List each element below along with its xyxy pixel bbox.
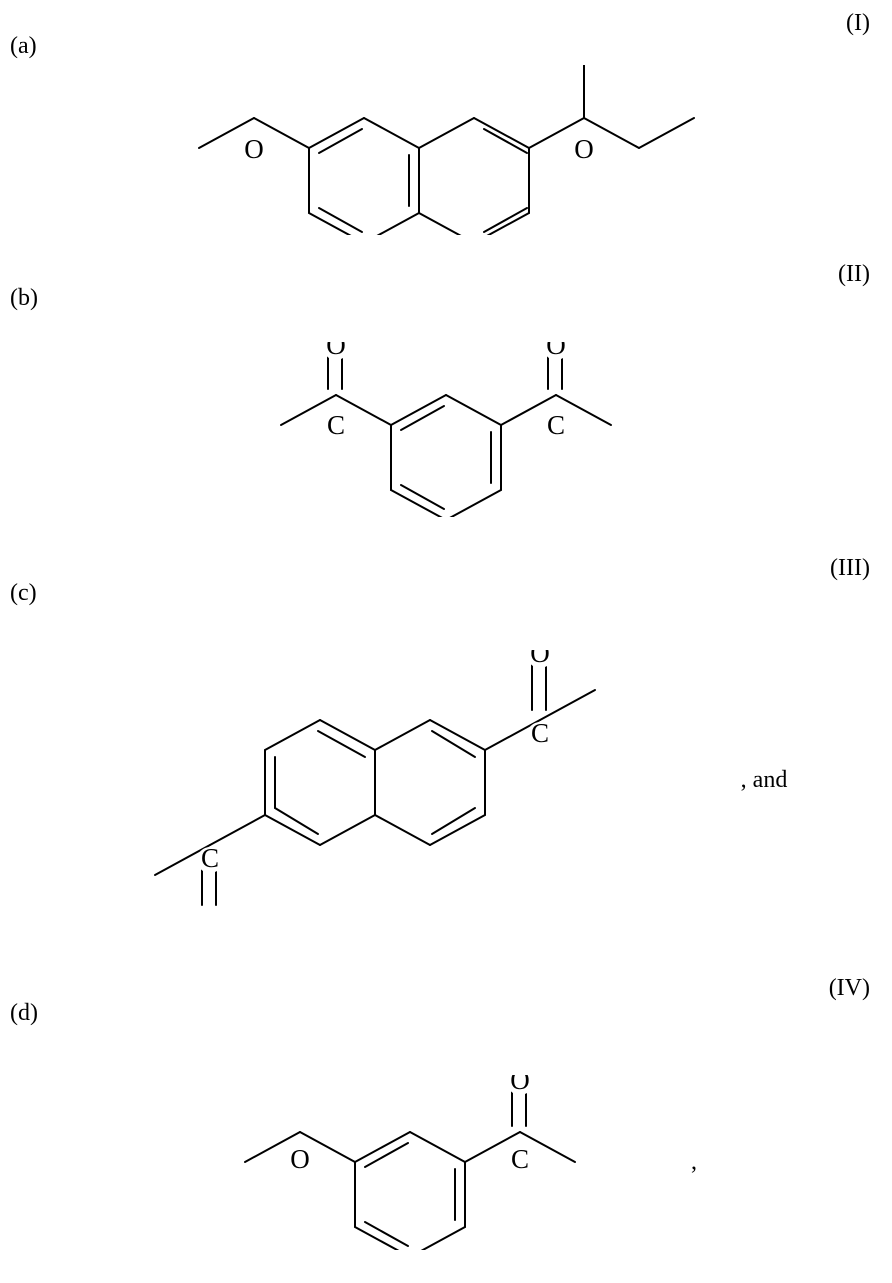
- structure-label-left-c: (c): [10, 580, 37, 607]
- structure-diagram-a: OO: [0, 65, 892, 235]
- svg-text:O: O: [574, 134, 594, 164]
- svg-text:C: C: [327, 410, 345, 440]
- svg-text:C: C: [201, 843, 219, 873]
- svg-text:O: O: [326, 342, 346, 360]
- structure-diagram-c: COCO, and: [0, 650, 892, 910]
- structure-label-right-d: (IV): [829, 975, 870, 1002]
- structure-diagram-b: C O C O: [0, 342, 892, 517]
- structure-follow-text-c: , and: [741, 767, 788, 794]
- svg-text:C: C: [531, 718, 549, 748]
- structure-label-left-b: (b): [10, 285, 38, 312]
- structure-label-right-c: (III): [830, 555, 870, 582]
- structure-diagram-d: O C O,: [0, 1075, 892, 1250]
- structure-label-left-d: (d): [10, 1000, 38, 1027]
- svg-text:C: C: [547, 410, 565, 440]
- svg-text:O: O: [290, 1144, 310, 1174]
- svg-text:C: C: [511, 1144, 529, 1174]
- svg-text:O: O: [546, 342, 566, 360]
- svg-text:O: O: [244, 134, 264, 164]
- svg-text:O: O: [530, 650, 550, 668]
- structure-label-left-a: (a): [10, 33, 37, 60]
- structure-follow-text-d: ,: [691, 1149, 697, 1176]
- svg-text:O: O: [510, 1075, 530, 1095]
- structure-label-right-a: (I): [846, 10, 870, 37]
- structure-label-right-b: (II): [838, 261, 870, 288]
